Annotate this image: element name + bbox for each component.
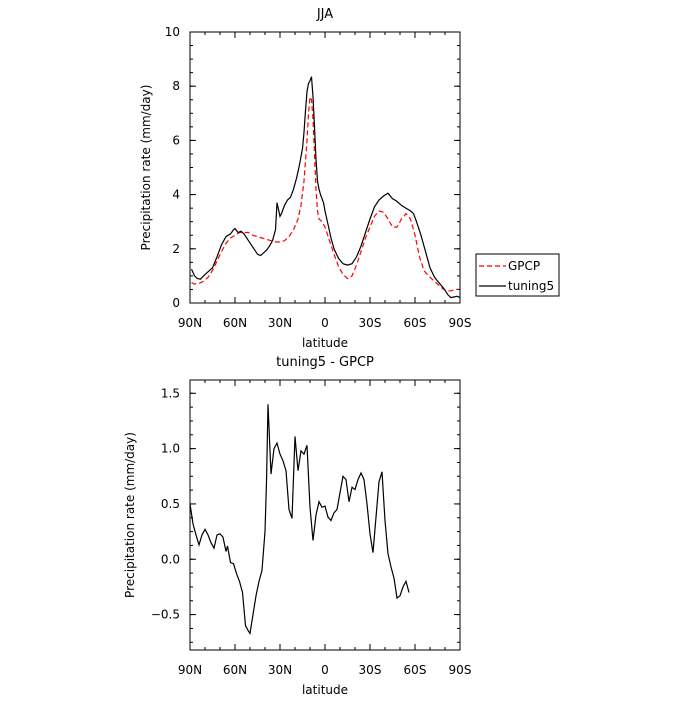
y-tick-label: −0.5 (151, 608, 180, 622)
y-tick-label: 1.5 (161, 386, 180, 400)
top-chart-title: JJA (316, 7, 333, 22)
bottom-y-tick-labels: −0.5 0.0 0.5 1.0 1.5 (151, 386, 180, 621)
x-tick-label: 30N (268, 316, 292, 330)
series-line-GPCP (191, 94, 459, 292)
legend-label-tuning5: tuning5 (508, 279, 554, 293)
top-series-lines (190, 76, 461, 299)
y-tick-label: 10 (165, 25, 180, 39)
top-x-axis-label: latitude (302, 336, 348, 350)
x-tick-label: 90S (449, 316, 472, 330)
y-tick-label: 4 (172, 188, 180, 202)
x-tick-label: 0 (321, 316, 329, 330)
series-line-tuning5 (190, 76, 461, 299)
x-tick-label: 90N (178, 663, 202, 677)
bottom-y-axis-label: Precipitation rate (mm/day) (123, 432, 137, 598)
x-tick-label: 30S (359, 663, 382, 677)
legend-label-gpcp: GPCP (508, 259, 540, 273)
bottom-plot-frame (189, 379, 461, 651)
y-tick-label: 6 (172, 133, 180, 147)
x-tick-label: 60S (404, 663, 427, 677)
top-axis-ticks (189, 31, 461, 304)
x-tick-label: 30S (359, 316, 382, 330)
x-tick-label: 60S (404, 316, 427, 330)
bottom-panel: −0.5 0.0 0.5 1.0 1.5 90N 60N 30N 0 30S 60S 90S tun… (123, 355, 471, 697)
bottom-x-tick-labels: 90N 60N 30N 0 30S 60S 90S (178, 663, 472, 677)
top-panel: 0 2 4 6 8 10 90N 60N 30N 0 30S 60S 90S JJA latitude… (139, 7, 471, 350)
top-plot-frame (189, 31, 461, 304)
x-tick-label: 60N (223, 316, 247, 330)
legend-box (475, 253, 560, 297)
top-y-axis-label: Precipitation rate (mm/day) (139, 85, 153, 251)
bottom-x-axis-label: latitude (302, 683, 348, 697)
x-tick-label: 90S (449, 663, 472, 677)
y-tick-label: 0 (172, 296, 180, 310)
y-tick-label: 0.0 (161, 552, 180, 566)
x-tick-label: 0 (321, 663, 329, 677)
y-tick-label: 1.0 (161, 442, 180, 456)
series-line-diff-0 (189, 404, 410, 635)
bottom-axis-ticks (189, 380, 461, 650)
legend: GPCP tuning5 (475, 253, 560, 297)
y-tick-label: 0.5 (161, 497, 180, 511)
x-tick-label: 30N (268, 663, 292, 677)
y-tick-label: 8 (172, 79, 180, 93)
bottom-chart-title: tuning5 - GPCP (276, 355, 374, 370)
top-y-tick-labels: 0 2 4 6 8 10 (165, 25, 180, 310)
top-x-tick-labels: 90N 60N 30N 0 30S 60S 90S (178, 316, 472, 330)
y-tick-label: 2 (172, 242, 180, 256)
bottom-series-lines (189, 404, 410, 635)
x-tick-label: 60N (223, 663, 247, 677)
x-tick-label: 90N (178, 316, 202, 330)
